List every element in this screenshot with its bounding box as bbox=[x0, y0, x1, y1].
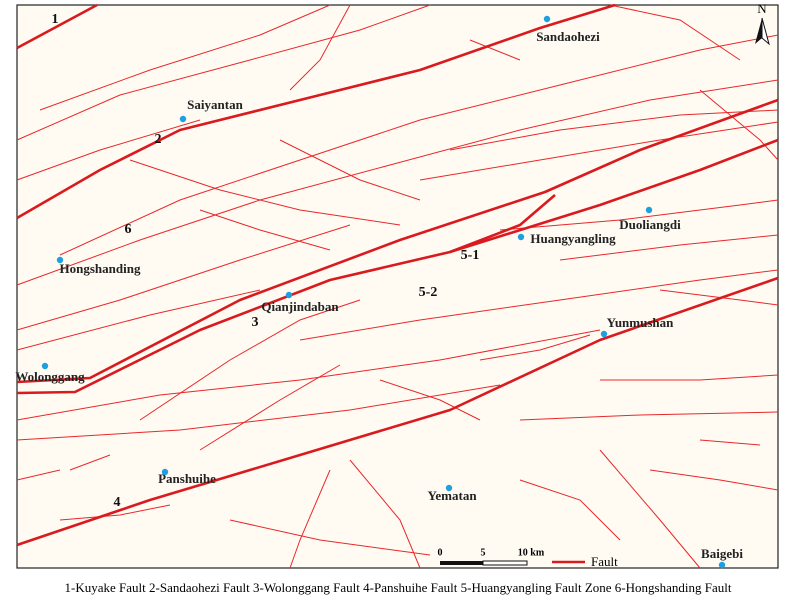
place-label: Qianjindaban bbox=[261, 299, 339, 314]
place-label: Saiyantan bbox=[187, 97, 243, 112]
scale-bar bbox=[440, 560, 528, 566]
fault-label: 6 bbox=[125, 222, 132, 237]
place-dot bbox=[517, 233, 525, 241]
fault-label: 5-1 bbox=[461, 248, 480, 263]
place-label: Yematan bbox=[427, 488, 477, 503]
fault-label: 2 bbox=[155, 132, 162, 147]
place-dot bbox=[718, 561, 726, 569]
place-dot bbox=[285, 291, 293, 299]
place-label: Hongshanding bbox=[60, 261, 141, 276]
scale-label: 10 km bbox=[518, 547, 545, 558]
scale-label: 0 bbox=[438, 547, 443, 558]
place-dot bbox=[41, 362, 49, 370]
place-label: Duoliangdi bbox=[619, 217, 681, 232]
fault-label: 1 bbox=[52, 12, 59, 27]
place-dot bbox=[543, 15, 551, 23]
legend-label: Fault bbox=[591, 554, 618, 569]
place-dot bbox=[179, 115, 187, 123]
place-label: Baigebi bbox=[701, 546, 743, 561]
fault-label: 4 bbox=[114, 495, 121, 510]
north-arrow bbox=[755, 17, 770, 46]
place-label: Sandaohezi bbox=[536, 29, 600, 44]
place-dot bbox=[600, 330, 608, 338]
place-label: Yunmushan bbox=[607, 315, 675, 330]
place-dot bbox=[445, 484, 453, 492]
fault-label: 5-2 bbox=[419, 285, 438, 300]
fault-label: 3 bbox=[252, 315, 259, 330]
place-label: Panshuihe bbox=[158, 471, 216, 486]
north-label: N bbox=[757, 1, 767, 16]
place-label: Huangyangling bbox=[530, 231, 616, 246]
caption: 1-Kuyake Fault 2-Sandaohezi Fault 3-Wolo… bbox=[65, 580, 732, 595]
place-label: Wolonggang bbox=[15, 369, 85, 384]
scale-label: 5 bbox=[481, 547, 486, 558]
place-dot bbox=[645, 206, 653, 214]
place-dot bbox=[56, 256, 64, 264]
minor-faults bbox=[16, 4, 779, 569]
major-faults bbox=[16, 3, 779, 547]
place-dot bbox=[161, 468, 169, 476]
map-frame bbox=[16, 4, 779, 569]
